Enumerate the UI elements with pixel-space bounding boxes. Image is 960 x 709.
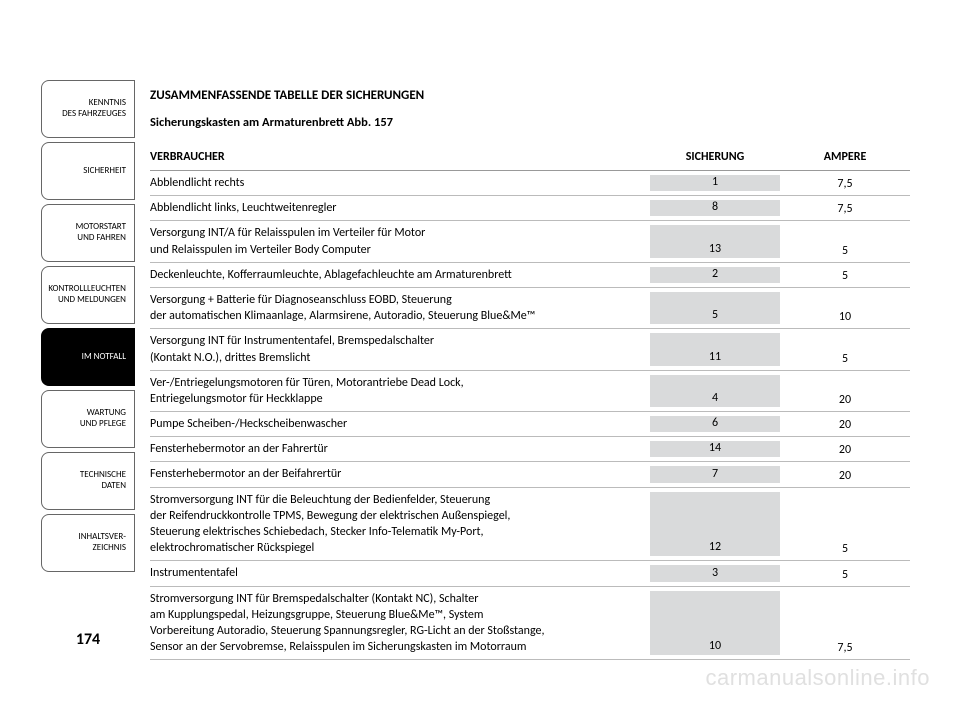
fuse-table: VERBRAUCHER SICHERUNG AMPERE Abblendlich… — [150, 144, 910, 660]
table-row: Fensterhebermotor an der Beifahrertür 7 … — [150, 462, 910, 487]
cell-sicherung: 14 — [650, 441, 780, 457]
tab-label: MOTORSTARTUND FAHREN — [76, 222, 126, 244]
table-row: Fensterhebermotor an der Fahrertür 14 20 — [150, 437, 910, 462]
cell-verbraucher: Fensterhebermotor an der Fahrertür — [150, 441, 650, 457]
cell-verbraucher: Versorgung INT für Instrumententafel, Br… — [150, 333, 650, 365]
page-number: 174 — [41, 630, 135, 649]
cell-sicherung: 13 — [650, 225, 780, 257]
cell-sicherung: 8 — [650, 200, 780, 216]
cell-sicherung: 2 — [650, 267, 780, 283]
cell-verbraucher: Ver-/Entriegelungsmotoren für Türen, Mot… — [150, 375, 650, 407]
col-header-ampere: AMPERE — [780, 150, 910, 164]
cell-verbraucher: Pumpe Scheiben-/Heckscheibenwascher — [150, 416, 650, 432]
tab-im-notfall[interactable]: IM NOTFALL — [41, 328, 135, 386]
cell-ampere: 7,5 — [780, 641, 910, 655]
cell-verbraucher: Abblendlicht links, Leuchtweitenregler — [150, 200, 650, 216]
section-subtitle: Sicherungskasten am Armaturenbrett Abb. … — [150, 115, 922, 130]
cell-sicherung: 11 — [650, 333, 780, 365]
table-row: Stromversorgung INT für Bremspedalschalt… — [150, 587, 910, 661]
cell-ampere: 20 — [780, 443, 910, 457]
cell-ampere: 5 — [780, 568, 910, 582]
tab-sicherheit[interactable]: SICHERHEIT — [41, 142, 135, 200]
cell-sicherung: 5 — [650, 292, 780, 324]
sidebar: KENNTNISDES FAHRZEUGES SICHERHEIT MOTORS… — [41, 80, 135, 576]
page: KENNTNISDES FAHRZEUGES SICHERHEIT MOTORS… — [0, 0, 960, 709]
cell-ampere: 5 — [780, 269, 910, 283]
cell-ampere: 20 — [780, 393, 910, 407]
table-row: Stromversorgung INT für die Beleuchtung … — [150, 488, 910, 562]
cell-ampere: 5 — [780, 542, 910, 556]
cell-verbraucher: Fensterhebermotor an der Beifahrertür — [150, 466, 650, 482]
tab-kenntnis[interactable]: KENNTNISDES FAHRZEUGES — [41, 80, 135, 138]
cell-verbraucher: Versorgung INT/A für Relaisspulen im Ver… — [150, 225, 650, 257]
cell-sicherung: 4 — [650, 375, 780, 407]
table-row: Pumpe Scheiben-/Heckscheibenwascher 6 20 — [150, 412, 910, 437]
cell-verbraucher: Abblendlicht rechts — [150, 175, 650, 191]
cell-ampere: 10 — [780, 310, 910, 324]
table-row: Instrumententafel 3 5 — [150, 561, 910, 586]
main-content: ZUSAMMENFASSENDE TABELLE DER SICHERUNGEN… — [150, 88, 922, 660]
cell-ampere: 20 — [780, 469, 910, 483]
tab-label: INHALTSVER-ZEICHNIS — [78, 532, 126, 554]
cell-ampere: 5 — [780, 352, 910, 366]
tab-label: KENNTNISDES FAHRZEUGES — [62, 98, 126, 120]
cell-sicherung: 3 — [650, 565, 780, 581]
tab-label: WARTUNGUND PFLEGE — [80, 408, 126, 430]
tab-label: SICHERHEIT — [83, 166, 126, 177]
cell-ampere: 20 — [780, 418, 910, 432]
section-title: ZUSAMMENFASSENDE TABELLE DER SICHERUNGEN — [150, 88, 922, 103]
table-row: Deckenleuchte, Kofferraumleuchte, Ablage… — [150, 263, 910, 288]
tab-inhaltsverzeichnis[interactable]: INHALTSVER-ZEICHNIS — [41, 514, 135, 572]
cell-verbraucher: Stromversorgung INT für die Beleuchtung … — [150, 492, 650, 557]
watermark: carmanualsonline.info — [705, 665, 930, 691]
tab-label: IM NOTFALL — [82, 352, 126, 363]
cell-ampere: 7,5 — [780, 177, 910, 191]
cell-sicherung: 12 — [650, 492, 780, 557]
cell-sicherung: 7 — [650, 466, 780, 482]
tab-label: KONTROLLLEUCHTENUND MELDUNGEN — [48, 284, 126, 306]
table-row: Ver-/Entriegelungsmotoren für Türen, Mot… — [150, 371, 910, 412]
table-row: Versorgung INT für Instrumententafel, Br… — [150, 329, 910, 370]
tab-kontrollleuchten[interactable]: KONTROLLLEUCHTENUND MELDUNGEN — [41, 266, 135, 324]
table-row: Abblendlicht links, Leuchtweitenregler 8… — [150, 196, 910, 221]
table-row: Abblendlicht rechts 1 7,5 — [150, 171, 910, 196]
cell-verbraucher: Instrumententafel — [150, 565, 650, 581]
col-header-verbraucher: VERBRAUCHER — [150, 150, 650, 164]
tab-technische-daten[interactable]: TECHNISCHEDATEN — [41, 452, 135, 510]
cell-sicherung: 10 — [650, 591, 780, 656]
cell-verbraucher: Versorgung + Batterie für Diagnoseanschl… — [150, 292, 650, 324]
tab-motorstart[interactable]: MOTORSTARTUND FAHREN — [41, 204, 135, 262]
cell-sicherung: 6 — [650, 416, 780, 432]
cell-ampere: 7,5 — [780, 202, 910, 216]
table-row: Versorgung INT/A für Relaisspulen im Ver… — [150, 221, 910, 262]
tab-label: TECHNISCHEDATEN — [80, 470, 126, 492]
cell-ampere: 5 — [780, 244, 910, 258]
col-header-sicherung: SICHERUNG — [650, 150, 780, 164]
cell-verbraucher: Stromversorgung INT für Bremspedalschalt… — [150, 591, 650, 656]
cell-verbraucher: Deckenleuchte, Kofferraumleuchte, Ablage… — [150, 267, 650, 283]
tab-wartung[interactable]: WARTUNGUND PFLEGE — [41, 390, 135, 448]
table-header-row: VERBRAUCHER SICHERUNG AMPERE — [150, 144, 910, 171]
table-row: Versorgung + Batterie für Diagnoseanschl… — [150, 288, 910, 329]
cell-sicherung: 1 — [650, 175, 780, 191]
